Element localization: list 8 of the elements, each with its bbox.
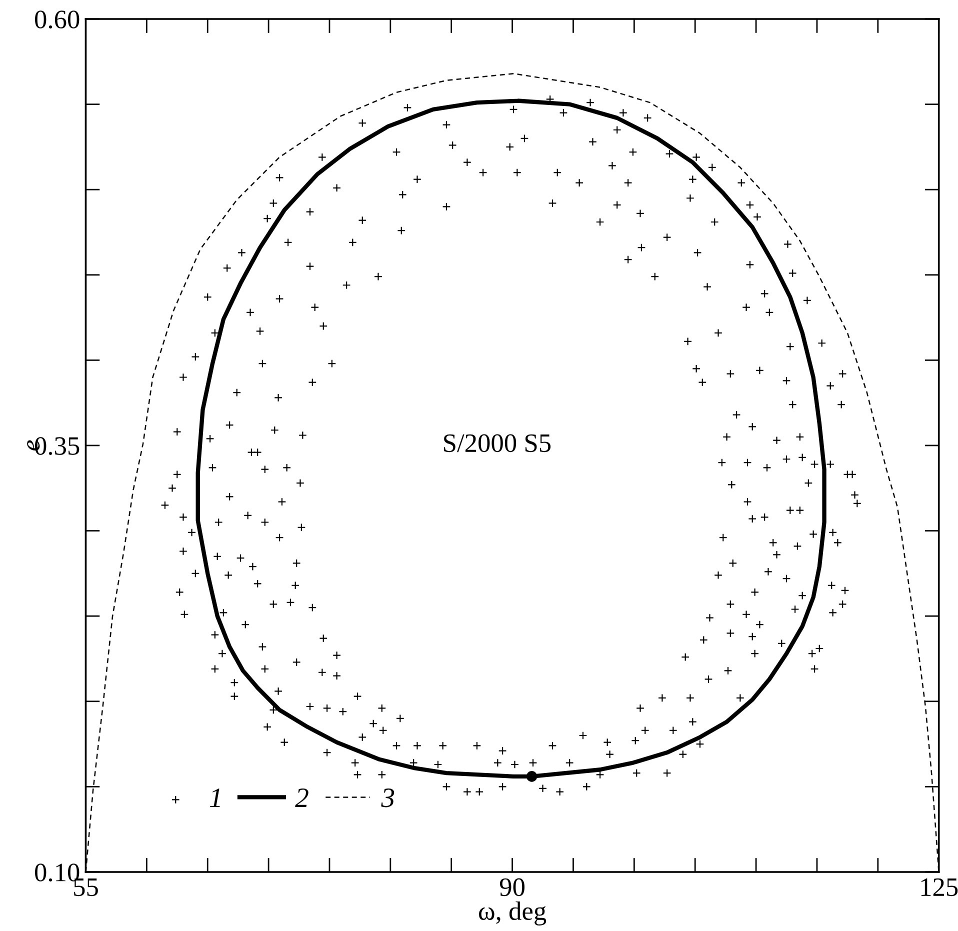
legend-label: 1 <box>210 788 220 807</box>
annotation: S/2000 S5 <box>444 434 551 452</box>
x-axis-title: ω, deg <box>478 901 546 926</box>
legend-label: 3 <box>381 788 394 808</box>
legend-label: 2 <box>295 788 308 807</box>
x-tick-label: 90 <box>500 878 524 896</box>
y-tick-label: 0.60 <box>35 10 80 29</box>
x-tick-label: 125 <box>921 878 958 896</box>
